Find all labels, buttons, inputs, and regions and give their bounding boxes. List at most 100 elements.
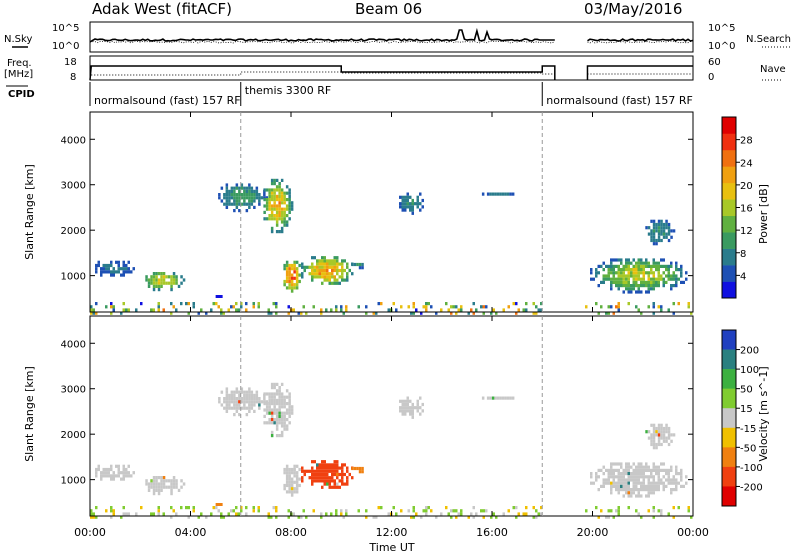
- velocity-cell: [250, 390, 254, 394]
- velocity-cell: [311, 482, 314, 486]
- velocity-cell: [283, 411, 286, 415]
- power-cell: [615, 271, 618, 275]
- velocity-cell: [326, 476, 329, 480]
- power-cell: [637, 271, 640, 275]
- velocity-cell: [612, 478, 615, 482]
- velocity-cell: [272, 506, 275, 510]
- power-cell: [590, 268, 593, 272]
- velocity-cell: [507, 509, 510, 513]
- power-cell: [270, 191, 274, 195]
- power-cell: [238, 189, 241, 193]
- power-cell: [105, 263, 108, 268]
- power-cell: [318, 272, 321, 276]
- velocity-cell: [280, 398, 284, 402]
- velocity-cell: [333, 469, 336, 473]
- power-cell: [170, 275, 173, 279]
- power-cell: [253, 205, 256, 209]
- velocity-cell: [511, 396, 515, 400]
- power-cell: [157, 278, 161, 282]
- velocity-cell: [235, 403, 239, 407]
- power-cell: [155, 272, 158, 276]
- velocity-cell: [270, 418, 274, 422]
- power-cell: [475, 308, 478, 312]
- velocity-cell: [295, 464, 299, 468]
- velocity-cell: [333, 482, 336, 486]
- velocity-cell: [230, 397, 234, 401]
- power-ylabel: Slant Range [km]: [23, 164, 36, 260]
- velocity-cell: [667, 442, 671, 447]
- velocity-cell: [258, 400, 261, 404]
- velocity-cell: [326, 482, 329, 486]
- power-cell: [238, 199, 241, 203]
- power-cell: [263, 217, 266, 221]
- power-cell: [343, 268, 346, 273]
- power-cell: [311, 272, 314, 276]
- power-cell: [326, 275, 329, 279]
- velocity-cell: [645, 484, 648, 488]
- power-cell: [535, 305, 538, 309]
- velocity-cell: [285, 389, 289, 393]
- power-cell: [660, 274, 663, 278]
- velocity-cell: [645, 475, 648, 479]
- power-cell: [238, 193, 241, 197]
- power-cell: [592, 277, 595, 281]
- power-cell: [275, 204, 279, 208]
- power-cell: [617, 271, 620, 275]
- power-cell: [467, 311, 470, 315]
- power-cell: [647, 226, 651, 230]
- velocity-cell: [268, 395, 271, 399]
- velocity-cell: [430, 509, 433, 513]
- velocity-cell: [218, 400, 221, 404]
- power-cell: [595, 268, 598, 272]
- power-cell: [660, 238, 663, 243]
- velocity-cell: [652, 442, 656, 447]
- velocity-cell: [275, 427, 279, 431]
- power-cell: [411, 211, 414, 215]
- velocity-cell: [662, 468, 665, 472]
- velocity-cell: [288, 487, 291, 491]
- power-cell: [617, 274, 620, 278]
- velocity-cell: [416, 409, 419, 413]
- velocity-cell: [90, 512, 93, 516]
- velocity-cell: [250, 397, 254, 401]
- power-cell: [667, 277, 670, 281]
- power-cell: [245, 196, 249, 200]
- velocity-colorbar-label: Velocity [m s^-1]: [757, 366, 770, 461]
- velocity-cell: [290, 471, 294, 475]
- power-cell: [288, 198, 291, 202]
- power-cell: [243, 189, 246, 193]
- velocity-cell: [185, 506, 188, 510]
- velocity-cell: [273, 402, 276, 406]
- velocity-cell: [341, 466, 344, 470]
- velocity-cell: [278, 389, 281, 393]
- velocity-cell: [287, 515, 290, 519]
- power-cell: [328, 259, 331, 263]
- velocity-cell: [675, 484, 678, 488]
- power-cell: [657, 277, 660, 281]
- power-cell: [233, 196, 236, 200]
- velocity-cell: [406, 409, 409, 413]
- power-cell: [290, 267, 294, 271]
- velocity-cell: [635, 484, 638, 488]
- velocity-cell: [607, 472, 610, 476]
- velocity-cell: [90, 509, 93, 513]
- velocity-cell: [499, 396, 502, 400]
- power-cell: [605, 311, 608, 315]
- power-cell: [157, 272, 161, 276]
- power-cell: [677, 277, 680, 281]
- velocity-cell: [361, 470, 364, 474]
- velocity-cell: [665, 423, 668, 427]
- velocity-cell: [280, 395, 284, 399]
- x-tick-label: 16:00: [476, 526, 508, 539]
- velocity-cell: [665, 426, 668, 431]
- velocity-cell: [102, 467, 105, 472]
- power-cell: [278, 207, 281, 211]
- power-cell: [650, 219, 653, 223]
- velocity-cell: [263, 400, 266, 404]
- power-colorbar-swatch: [722, 281, 736, 299]
- velocity-cell: [610, 468, 613, 472]
- velocity-cell: [263, 414, 266, 418]
- power-cell: [95, 311, 98, 315]
- power-cell: [630, 271, 633, 275]
- power-cell: [627, 287, 630, 291]
